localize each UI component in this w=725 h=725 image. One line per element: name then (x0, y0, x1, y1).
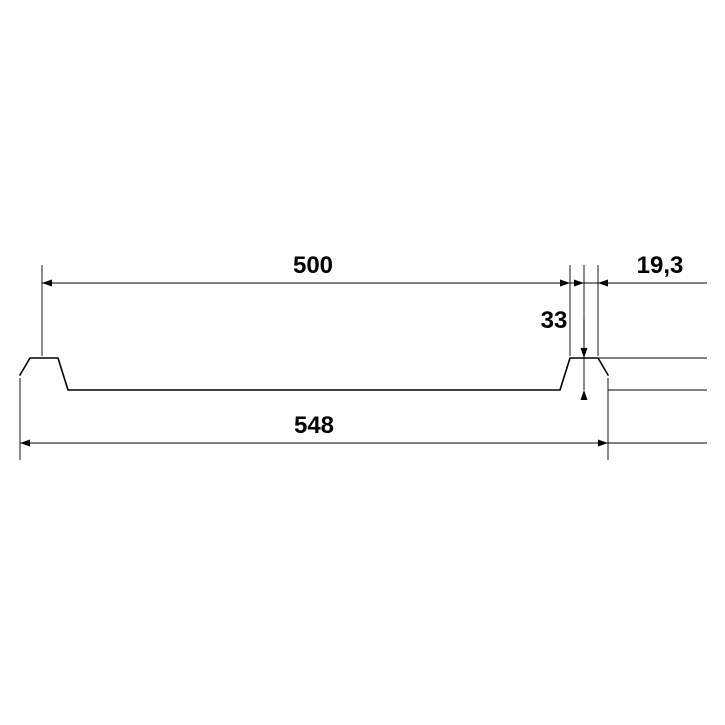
label-19-3: 19,3 (637, 252, 684, 279)
label-33: 33 (541, 307, 568, 334)
diagram-container: 500 19,3 33 548 (0, 0, 725, 725)
label-500: 500 (293, 252, 333, 279)
label-548: 548 (294, 412, 334, 439)
profile-cross-section (20, 358, 608, 390)
technical-drawing: 500 19,3 33 548 (0, 0, 725, 725)
dimension-19-3 (560, 265, 707, 356)
